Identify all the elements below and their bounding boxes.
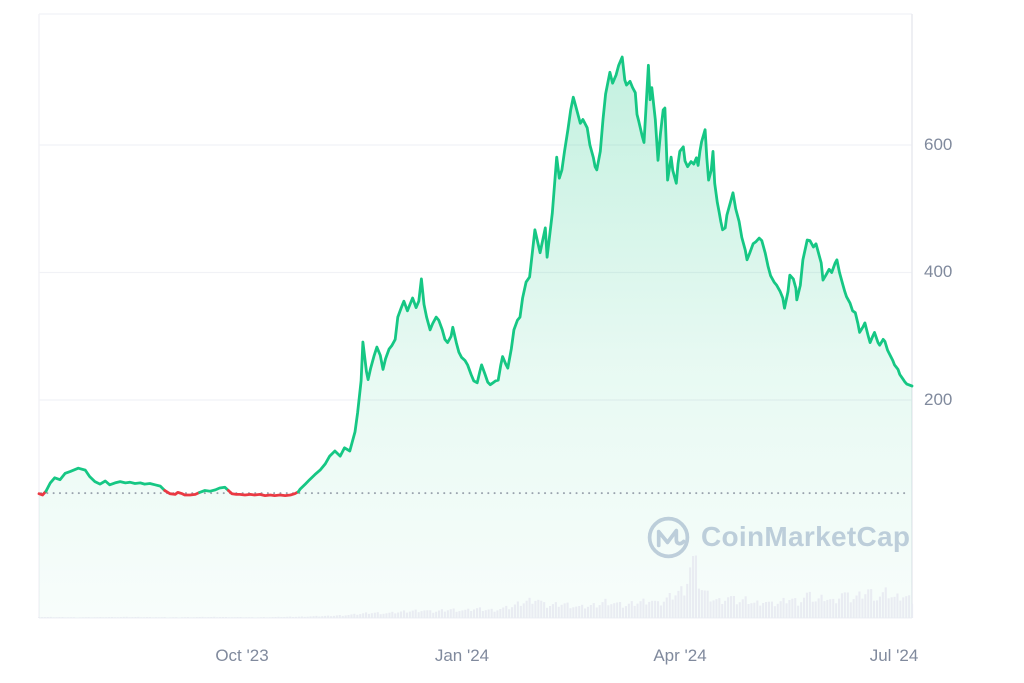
price-line [37, 55, 914, 497]
x-axis-label-apr-24: Apr '24 [653, 646, 707, 665]
y-axis-label-400: 400 [924, 262, 953, 281]
y-axis-label-600: 600 [924, 135, 953, 154]
volume-bars [38, 555, 914, 618]
y-axis-label-200: 200 [924, 390, 953, 409]
x-axis-label-jul-24: Jul '24 [869, 646, 919, 665]
x-axis-label-oct-23: Oct '23 [215, 646, 269, 665]
area-fill [39, 57, 912, 618]
x-axis-label-jan-24: Jan '24 [434, 646, 490, 665]
